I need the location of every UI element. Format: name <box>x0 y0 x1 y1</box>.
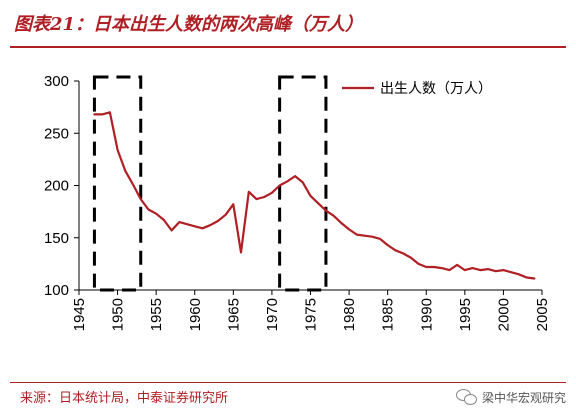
x-tick-label: 1955 <box>148 298 165 331</box>
legend-label: 出生人数（万人） <box>380 81 492 97</box>
line-chart: 100 150 200 250 300 1945 1950 1955 1960 1965 1970 1… <box>44 73 551 331</box>
y-tick-label: 150 <box>44 230 69 247</box>
x-tick-label: 1950 <box>110 298 127 331</box>
x-tick-label: 1990 <box>418 298 435 331</box>
source-note: 来源：日本统计局，中泰证券研究所 <box>20 391 229 406</box>
watermark: 梁中华宏观研究 <box>455 384 566 410</box>
y-tick-label: 250 <box>44 125 69 142</box>
chart-axes: 100 150 200 250 300 1945 1950 1955 1960 1965 1970 1… <box>44 73 551 331</box>
x-tick-label: 2000 <box>495 298 512 331</box>
wechat-icon <box>455 388 478 406</box>
x-tick-label: 1985 <box>380 298 397 331</box>
x-tick-label: 2005 <box>534 298 551 331</box>
x-tick-label: 1995 <box>457 298 474 331</box>
page-title: 图表21：日本出生人数的两次高峰（万人） <box>14 14 364 35</box>
x-tick-label: 1960 <box>187 298 204 331</box>
highlight-box <box>278 75 328 292</box>
x-tick-label: 1975 <box>303 298 320 331</box>
y-tick-label: 200 <box>44 178 69 195</box>
highlight-boxes <box>92 75 328 292</box>
x-tick-label: 1945 <box>71 298 88 331</box>
x-tick-label: 1970 <box>264 298 281 331</box>
highlight-box <box>92 75 143 292</box>
watermark-text: 梁中华宏观研究 <box>481 390 566 405</box>
y-tick-label: 100 <box>44 282 69 299</box>
x-tick-label: 1965 <box>225 298 242 331</box>
chart-series <box>93 111 536 280</box>
footer-divider <box>10 382 566 383</box>
title-divider <box>10 46 566 48</box>
y-tick-label: 300 <box>44 73 69 90</box>
chart-legend: 出生人数（万人） <box>342 81 492 97</box>
x-tick-label: 1980 <box>341 298 358 331</box>
series-line <box>93 111 536 280</box>
